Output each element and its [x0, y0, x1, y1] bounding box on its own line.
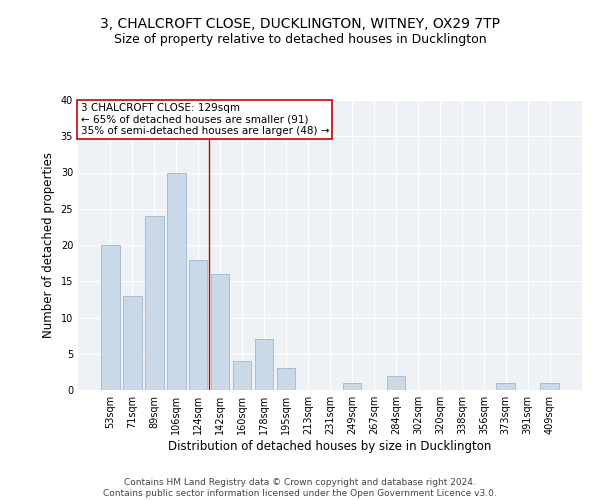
Bar — [541, 383, 559, 390]
Bar — [496, 383, 515, 390]
Bar — [233, 361, 251, 390]
Text: 3, CHALCROFT CLOSE, DUCKLINGTON, WITNEY, OX29 7TP: 3, CHALCROFT CLOSE, DUCKLINGTON, WITNEY,… — [100, 18, 500, 32]
Bar — [343, 383, 361, 390]
Bar — [255, 339, 274, 390]
Bar — [145, 216, 164, 390]
Bar — [277, 368, 295, 390]
Text: Size of property relative to detached houses in Ducklington: Size of property relative to detached ho… — [113, 32, 487, 46]
Text: 3 CHALCROFT CLOSE: 129sqm
← 65% of detached houses are smaller (91)
35% of semi-: 3 CHALCROFT CLOSE: 129sqm ← 65% of detac… — [80, 103, 329, 136]
Bar — [123, 296, 142, 390]
X-axis label: Distribution of detached houses by size in Ducklington: Distribution of detached houses by size … — [169, 440, 491, 453]
Y-axis label: Number of detached properties: Number of detached properties — [42, 152, 55, 338]
Bar — [386, 376, 405, 390]
Bar — [211, 274, 229, 390]
Bar — [167, 172, 185, 390]
Bar — [189, 260, 208, 390]
Text: Contains HM Land Registry data © Crown copyright and database right 2024.
Contai: Contains HM Land Registry data © Crown c… — [103, 478, 497, 498]
Bar — [101, 245, 119, 390]
